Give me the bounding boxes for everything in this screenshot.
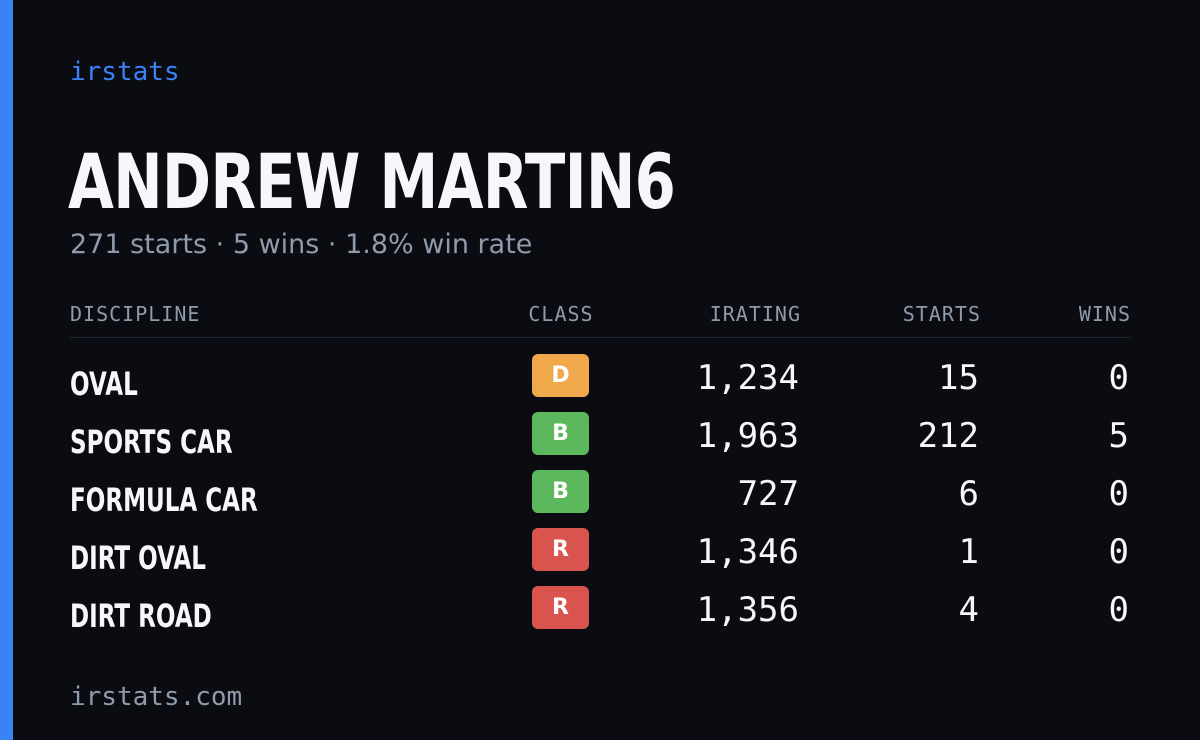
table-row: OVAL D 1,234 15 0: [70, 350, 1131, 408]
wins-value: 0: [1108, 590, 1129, 630]
irating-value: 727: [737, 474, 799, 514]
class-badge: R: [532, 528, 589, 571]
starts-value: 15: [938, 358, 979, 398]
header-irating: IRATING: [709, 302, 801, 326]
header-wins: WINS: [1078, 302, 1131, 326]
discipline-name: OVAL: [70, 365, 138, 403]
table-row: DIRT ROAD R 1,356 4 0: [70, 582, 1131, 640]
header-starts: STARTS: [902, 302, 981, 326]
table-header: DISCIPLINE CLASS IRATING STARTS WINS: [70, 300, 1131, 338]
starts-value: 4: [958, 590, 979, 630]
driver-name: ANDREW MARTIN6: [68, 137, 676, 226]
brand-logo-text: irstats: [70, 57, 180, 87]
table-row: DIRT OVAL R 1,346 1 0: [70, 524, 1131, 582]
discipline-name: FORMULA CAR: [70, 481, 258, 519]
irating-value: 1,234: [696, 358, 799, 398]
starts-value: 212: [917, 416, 979, 456]
accent-bar: [0, 0, 13, 740]
footer-site-link[interactable]: irstats.com: [70, 682, 243, 712]
discipline-name: DIRT ROAD: [70, 597, 212, 635]
irating-value: 1,356: [696, 590, 799, 630]
wins-value: 0: [1108, 358, 1129, 398]
wins-value: 0: [1108, 532, 1129, 572]
driver-summary: 271 starts · 5 wins · 1.8% win rate: [70, 229, 533, 260]
table-row: FORMULA CAR B 727 6 0: [70, 466, 1131, 524]
wins-value: 0: [1108, 474, 1129, 514]
starts-value: 1: [958, 532, 979, 572]
discipline-table: OVAL D 1,234 15 0 SPORTS CAR B 1,963 212…: [70, 350, 1131, 640]
class-badge: R: [532, 586, 589, 629]
table-row: SPORTS CAR B 1,963 212 5: [70, 408, 1131, 466]
irating-value: 1,346: [696, 532, 799, 572]
starts-value: 6: [958, 474, 979, 514]
class-badge: D: [532, 354, 589, 397]
header-discipline: DISCIPLINE: [70, 302, 201, 326]
discipline-name: DIRT OVAL: [70, 539, 206, 577]
wins-value: 5: [1108, 416, 1129, 456]
class-badge: B: [532, 412, 589, 455]
irating-value: 1,963: [696, 416, 799, 456]
class-badge: B: [532, 470, 589, 513]
discipline-name: SPORTS CAR: [70, 423, 233, 461]
header-class: CLASS: [528, 302, 594, 326]
